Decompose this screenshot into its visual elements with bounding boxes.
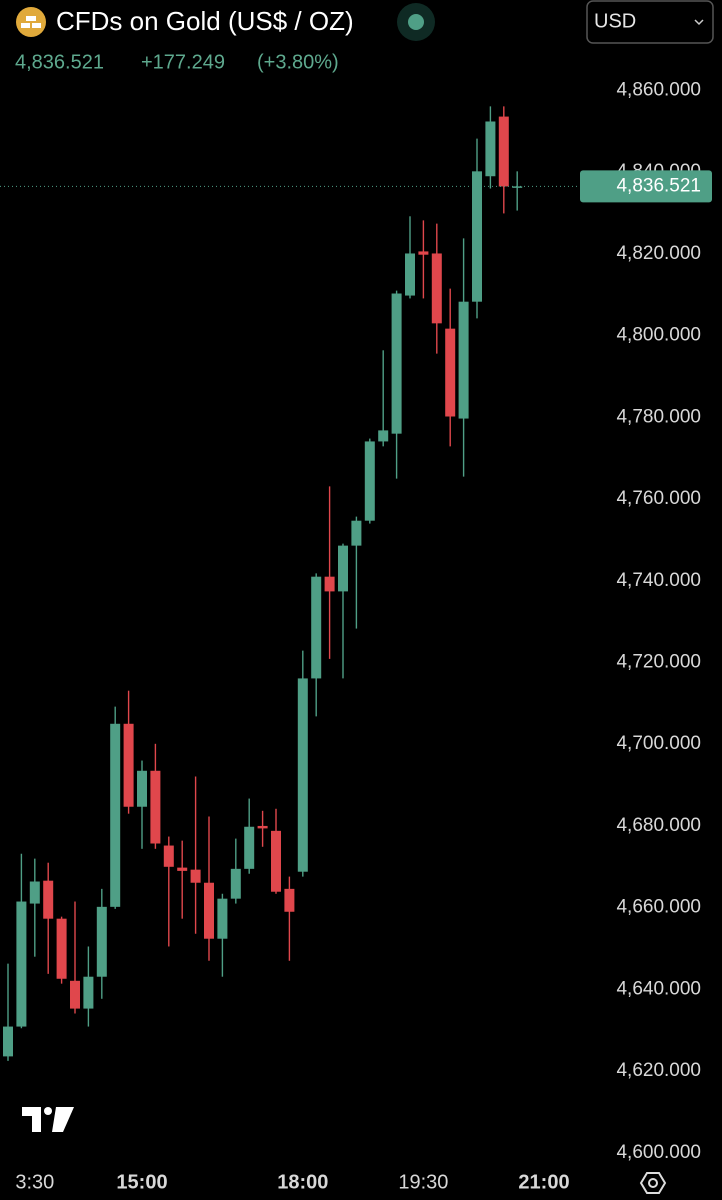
- candle-body: [137, 770, 147, 807]
- candle-body: [110, 723, 121, 907]
- candle-body: [418, 251, 429, 255]
- candle-body: [324, 576, 335, 592]
- y-tick-label: 4,760.000: [616, 488, 701, 509]
- y-tick-label: 4,780.000: [616, 406, 701, 427]
- candle-body: [56, 918, 67, 979]
- price-change: +177.249: [141, 51, 225, 73]
- symbol-icon: [16, 7, 46, 37]
- candle-body: [472, 171, 482, 302]
- y-tick-label: 4,660.000: [616, 897, 701, 918]
- chart-title: CFDs on Gold (US$ / OZ): [56, 6, 354, 36]
- last-price-box: [580, 170, 712, 203]
- y-tick-label: 4,820.000: [616, 243, 701, 264]
- candle-body: [123, 723, 134, 807]
- candle-body: [83, 976, 94, 1009]
- x-tick-label: 21:00: [518, 1171, 569, 1193]
- candle-body: [431, 253, 442, 324]
- tradingview-logo: [22, 1107, 74, 1132]
- x-tick-label: 3:30: [15, 1171, 54, 1193]
- candle-body: [284, 888, 295, 912]
- candle-body: [445, 328, 456, 417]
- candle-body: [498, 116, 509, 187]
- candle-body: [217, 898, 228, 939]
- candle-body: [378, 430, 389, 442]
- candle-body: [190, 869, 201, 883]
- candle-body: [3, 1026, 13, 1057]
- candle-body: [177, 867, 188, 871]
- candle-body: [405, 253, 415, 296]
- candle-body: [230, 868, 241, 899]
- settings-button[interactable]: [639, 1172, 667, 1194]
- candle-body: [297, 678, 308, 872]
- candle-body: [29, 881, 40, 904]
- candle-body: [351, 520, 362, 546]
- currency-label[interactable]: USD: [594, 10, 636, 32]
- candle-body: [163, 845, 174, 867]
- y-tick-label: 4,720.000: [616, 652, 701, 673]
- candle-body: [16, 901, 27, 1027]
- y-tick-label: 4,640.000: [616, 978, 701, 999]
- candle-body: [512, 186, 523, 188]
- candle-body: [338, 545, 348, 592]
- currency-select[interactable]: USD: [586, 0, 714, 44]
- candle-body: [150, 770, 161, 844]
- y-tick-label: 4,680.000: [616, 815, 701, 836]
- price-change-percent: (+3.80%): [257, 51, 339, 73]
- candle-body: [43, 880, 54, 919]
- candle-body: [96, 906, 107, 977]
- candle-body: [485, 121, 496, 177]
- currency-select-box[interactable]: [586, 0, 714, 44]
- last-price: 4,836.521: [15, 51, 104, 73]
- y-tick-label: 4,740.000: [616, 570, 701, 591]
- y-tick-label: 4,700.000: [616, 733, 701, 754]
- candle-body: [271, 830, 281, 892]
- y-tick-label: 4,800.000: [616, 325, 701, 346]
- status-dot: [408, 14, 424, 30]
- candle-body: [257, 825, 268, 829]
- x-tick-label: 18:00: [277, 1171, 328, 1193]
- candle-body: [364, 441, 375, 521]
- y-tick-label: 4,600.000: [616, 1142, 701, 1163]
- candle-body: [204, 882, 214, 939]
- candle-body: [458, 301, 469, 419]
- candle-body: [244, 826, 255, 869]
- x-tick-label: 15:00: [116, 1171, 167, 1193]
- x-tick-label: 19:30: [398, 1171, 448, 1193]
- candle-body: [70, 980, 80, 1009]
- y-tick-label: 4,620.000: [616, 1060, 701, 1081]
- dropdown-arrow: [694, 19, 704, 26]
- last-price-label: 4,836.521: [616, 175, 701, 196]
- candle-body: [391, 293, 402, 434]
- y-tick-label: 4,860.000: [616, 79, 701, 100]
- candle-body: [311, 576, 322, 679]
